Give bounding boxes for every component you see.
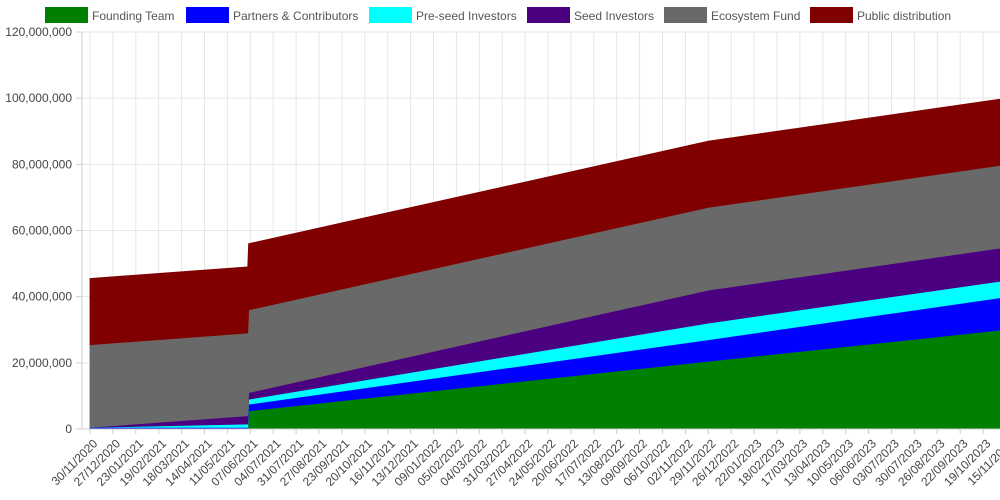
legend-item-seed-investors[interactable]: Seed Investors	[527, 7, 654, 23]
y-tick-label: 120,000,000	[5, 25, 72, 39]
legend-label: Pre-seed Investors	[416, 9, 517, 23]
legend: Founding Team Partners & Contributors Pre-…	[45, 7, 951, 23]
legend-item-pre-seed-investors[interactable]: Pre-seed Investors	[369, 7, 517, 23]
stacked-areas	[89, 98, 1000, 430]
series-area-public-distribution	[89, 98, 1000, 346]
y-tick-label: 60,000,000	[12, 224, 72, 238]
y-tick-label: 40,000,000	[12, 290, 72, 304]
legend-label: Seed Investors	[574, 9, 654, 23]
legend-item-partners-contributors[interactable]: Partners & Contributors	[186, 7, 358, 23]
legend-label: Ecosystem Fund	[711, 9, 800, 23]
legend-swatch	[45, 7, 88, 23]
legend-item-founding-team[interactable]: Founding Team	[45, 7, 175, 23]
y-tick-label: 80,000,000	[12, 157, 72, 171]
legend-swatch	[369, 7, 412, 23]
y-tick-label: 20,000,000	[12, 356, 72, 370]
legend-swatch	[664, 7, 707, 23]
y-tick-label: 0	[65, 422, 72, 436]
legend-label: Public distribution	[857, 9, 951, 23]
y-tick-label: 100,000,000	[5, 91, 72, 105]
legend-label: Partners & Contributors	[233, 9, 358, 23]
legend-swatch	[527, 7, 570, 23]
legend-item-public-distribution[interactable]: Public distribution	[810, 7, 951, 23]
legend-item-ecosystem-fund[interactable]: Ecosystem Fund	[664, 7, 800, 23]
legend-label: Founding Team	[92, 9, 175, 23]
legend-swatch	[810, 7, 853, 23]
legend-swatch	[186, 7, 229, 23]
